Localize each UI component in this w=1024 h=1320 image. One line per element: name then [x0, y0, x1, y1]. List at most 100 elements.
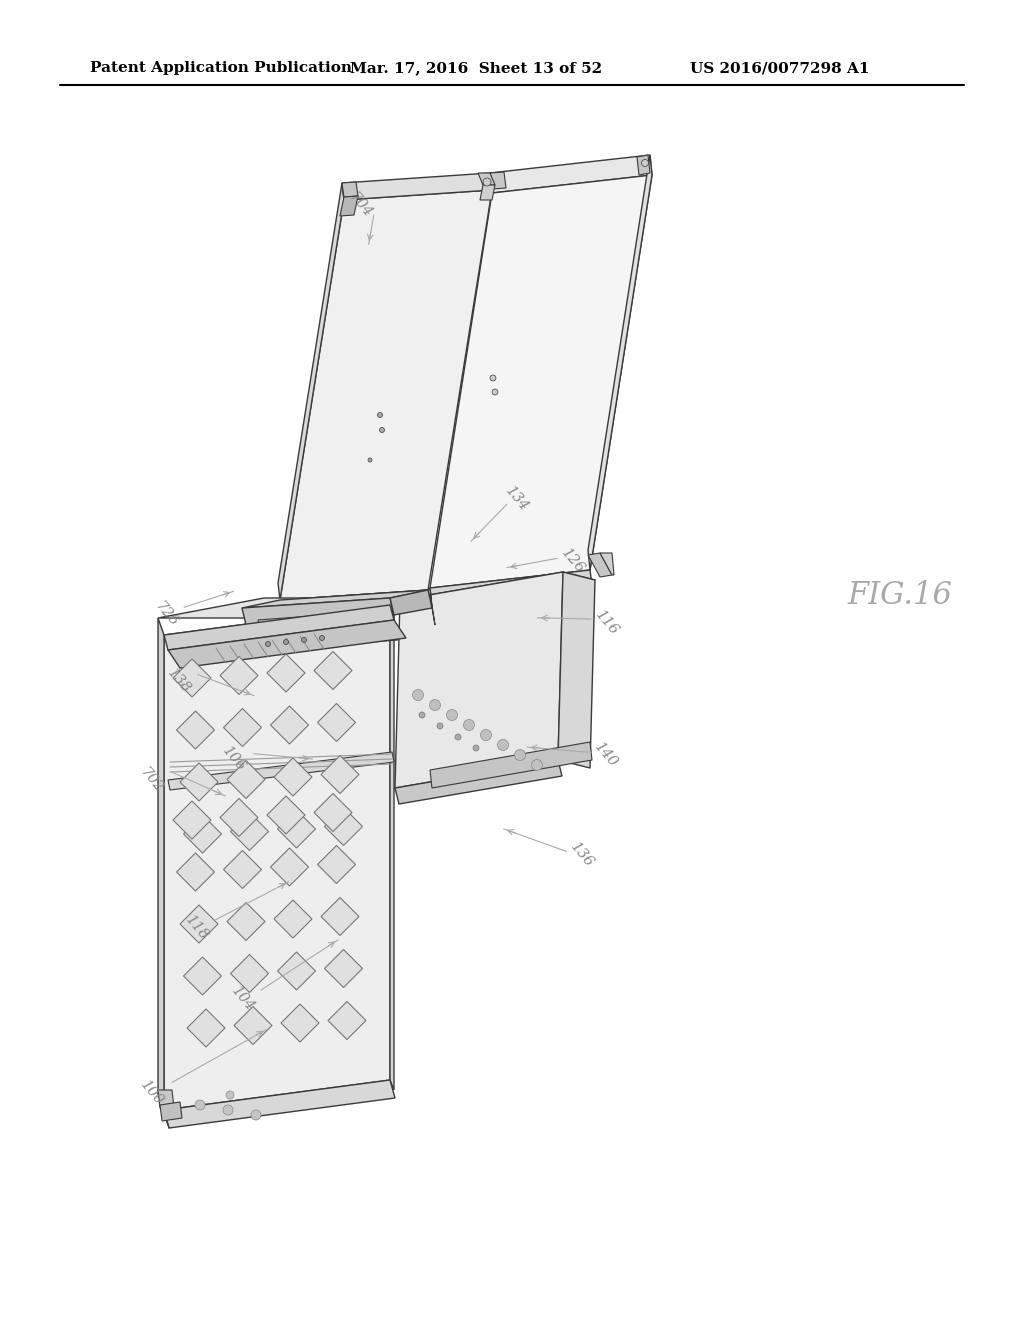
Circle shape: [319, 635, 325, 640]
Polygon shape: [321, 898, 359, 936]
Polygon shape: [281, 1005, 319, 1041]
Polygon shape: [242, 590, 428, 609]
Circle shape: [446, 710, 458, 721]
Text: 118: 118: [182, 913, 211, 942]
Text: 104: 104: [228, 985, 257, 1014]
Polygon shape: [490, 154, 652, 193]
Polygon shape: [430, 570, 593, 610]
Polygon shape: [390, 590, 432, 615]
Polygon shape: [400, 572, 595, 609]
Polygon shape: [280, 190, 492, 601]
Text: 136: 136: [567, 841, 596, 870]
Polygon shape: [314, 793, 352, 832]
Text: 116: 116: [593, 609, 622, 638]
Polygon shape: [317, 704, 355, 742]
Polygon shape: [220, 656, 258, 694]
Polygon shape: [278, 183, 344, 601]
Polygon shape: [180, 906, 218, 942]
Polygon shape: [325, 949, 362, 987]
Polygon shape: [187, 1008, 225, 1047]
Text: FIG.16: FIG.16: [848, 579, 952, 610]
Circle shape: [429, 700, 440, 710]
Polygon shape: [267, 796, 305, 834]
Polygon shape: [340, 195, 358, 216]
Polygon shape: [274, 758, 312, 796]
Polygon shape: [220, 799, 258, 837]
Polygon shape: [430, 176, 652, 587]
Polygon shape: [430, 742, 592, 788]
Polygon shape: [342, 173, 492, 201]
Polygon shape: [588, 154, 652, 570]
Polygon shape: [274, 900, 312, 939]
Polygon shape: [158, 1090, 174, 1107]
Circle shape: [480, 730, 492, 741]
Text: 704: 704: [346, 190, 375, 219]
Polygon shape: [234, 1006, 272, 1044]
Text: Patent Application Publication: Patent Application Publication: [90, 61, 352, 75]
Circle shape: [498, 739, 509, 751]
Polygon shape: [558, 572, 595, 768]
Text: 126: 126: [559, 546, 588, 576]
Polygon shape: [490, 172, 506, 189]
Polygon shape: [278, 952, 315, 990]
Polygon shape: [227, 760, 265, 799]
Text: 140: 140: [592, 741, 621, 770]
Polygon shape: [164, 605, 390, 1110]
Polygon shape: [183, 957, 221, 995]
Polygon shape: [164, 1080, 395, 1129]
Polygon shape: [480, 185, 495, 201]
Polygon shape: [600, 553, 614, 576]
Circle shape: [284, 639, 289, 644]
Polygon shape: [158, 1093, 169, 1129]
Polygon shape: [164, 605, 394, 649]
Polygon shape: [637, 154, 650, 176]
Polygon shape: [342, 182, 358, 197]
Polygon shape: [260, 628, 398, 649]
Polygon shape: [314, 652, 352, 689]
Circle shape: [490, 375, 496, 381]
Polygon shape: [588, 553, 612, 577]
Circle shape: [464, 719, 474, 730]
Polygon shape: [478, 173, 495, 185]
Polygon shape: [158, 618, 164, 1110]
Text: 138: 138: [165, 667, 194, 696]
Polygon shape: [230, 813, 268, 850]
Circle shape: [413, 689, 424, 701]
Polygon shape: [395, 760, 562, 804]
Text: 702: 702: [137, 766, 166, 795]
Polygon shape: [223, 709, 261, 747]
Circle shape: [301, 638, 306, 643]
Circle shape: [380, 428, 384, 433]
Polygon shape: [321, 755, 359, 793]
Circle shape: [368, 458, 372, 462]
Circle shape: [473, 744, 479, 751]
Text: 100: 100: [137, 1078, 166, 1107]
Circle shape: [251, 1110, 261, 1119]
Circle shape: [419, 711, 425, 718]
Polygon shape: [168, 620, 406, 668]
Circle shape: [514, 750, 525, 760]
Polygon shape: [183, 814, 221, 853]
Polygon shape: [160, 1102, 182, 1121]
Circle shape: [223, 1105, 233, 1115]
Polygon shape: [395, 572, 563, 788]
Circle shape: [378, 412, 383, 417]
Polygon shape: [328, 1002, 366, 1040]
Text: US 2016/0077298 A1: US 2016/0077298 A1: [690, 61, 869, 75]
Polygon shape: [430, 587, 435, 624]
Polygon shape: [176, 853, 214, 891]
Polygon shape: [267, 653, 305, 692]
Polygon shape: [230, 954, 268, 993]
Text: 726: 726: [152, 599, 180, 628]
Circle shape: [437, 723, 443, 729]
Circle shape: [195, 1100, 205, 1110]
Circle shape: [226, 1092, 234, 1100]
Polygon shape: [317, 846, 355, 883]
Circle shape: [492, 389, 498, 395]
Circle shape: [483, 178, 490, 186]
Polygon shape: [227, 903, 265, 940]
Polygon shape: [258, 610, 396, 638]
Polygon shape: [278, 810, 315, 847]
Circle shape: [531, 759, 543, 771]
Polygon shape: [325, 808, 362, 846]
